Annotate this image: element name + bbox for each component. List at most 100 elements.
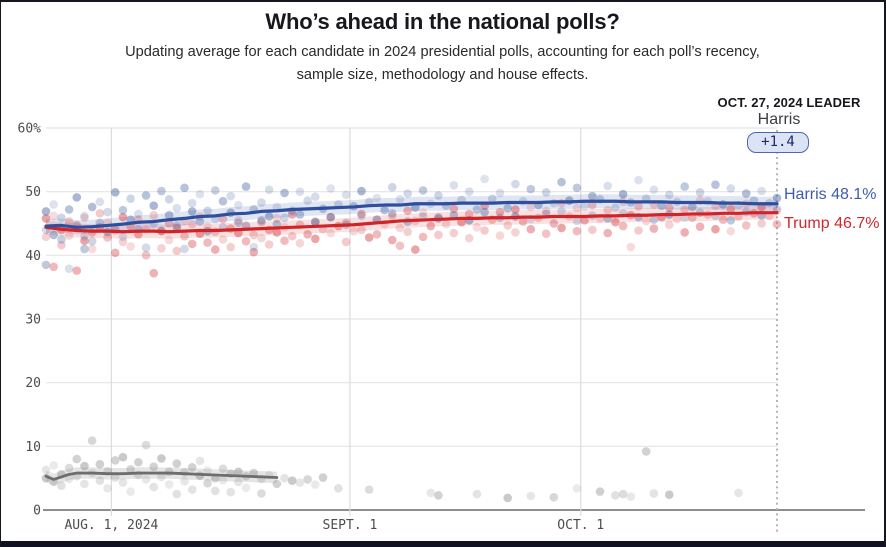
harris-poll-dot: [141, 243, 151, 252]
harris-poll-dot: [611, 203, 620, 212]
kennedy-poll-dot: [318, 473, 328, 482]
harris-poll-dot: [172, 221, 182, 230]
harris-poll-dot: [649, 185, 659, 195]
trump-poll-dot: [403, 227, 412, 237]
trump-poll-dot: [349, 226, 359, 236]
y-tick-label: 20: [25, 376, 41, 391]
kennedy-poll-dot: [218, 464, 228, 473]
trump-poll-dot: [426, 221, 436, 231]
trump-poll-dot: [680, 205, 689, 214]
kennedy-poll-dot: [572, 484, 582, 493]
kennedy-poll-dot: [149, 462, 159, 472]
trump-poll-dot: [357, 225, 366, 235]
trump-poll-dot: [611, 217, 620, 227]
trump-poll-dot: [141, 251, 151, 260]
harris-poll-dot: [226, 191, 235, 201]
harris-poll-dot: [311, 192, 320, 202]
trump-poll-dot: [480, 226, 489, 235]
trump-poll-dot: [641, 216, 651, 226]
trump-poll-dot: [618, 221, 628, 231]
trump-poll-dot: [672, 214, 682, 224]
y-tick-label: 10: [25, 440, 41, 455]
trump-poll-dot: [64, 231, 74, 240]
trump-poll-dot: [226, 242, 235, 252]
harris-poll-dot: [87, 237, 97, 246]
kennedy-poll-dot: [118, 452, 128, 462]
kennedy-poll-dot: [218, 475, 228, 485]
trump-poll-dot: [503, 221, 512, 230]
kennedy-poll-dot: [134, 457, 143, 467]
trump-poll-dot: [403, 206, 412, 216]
harris-poll-dot: [110, 188, 120, 197]
trump-poll-dot: [49, 211, 58, 221]
harris-poll-dot: [118, 232, 128, 242]
harris-poll-dot: [449, 181, 459, 190]
kennedy-poll-dot: [210, 486, 220, 496]
trump-poll-dot: [326, 228, 336, 238]
harris-poll-dot: [395, 195, 405, 204]
kennedy-poll-dot: [364, 485, 374, 494]
harris-poll-dot: [203, 206, 212, 216]
trump-poll-dot: [580, 216, 589, 225]
harris-poll-dot: [326, 212, 336, 222]
kennedy-poll-dot: [434, 491, 443, 500]
trump-poll-dot: [80, 236, 89, 245]
kennedy-poll-dot: [626, 492, 636, 501]
kennedy-poll-dot: [110, 473, 120, 482]
trump-end-label: Trump 46.7%: [784, 215, 880, 232]
trump-poll-dot: [257, 217, 266, 227]
trump-poll-dot: [472, 223, 482, 232]
harris-poll-dot: [387, 182, 397, 192]
page-title: Who’s ahead in the national polls?: [265, 9, 620, 34]
kennedy-poll-dot: [226, 487, 235, 497]
harris-poll-dot: [187, 207, 197, 216]
harris-poll-dot: [218, 196, 228, 206]
kennedy-poll-dot: [595, 487, 605, 496]
trump-poll-dot: [311, 217, 320, 226]
kennedy-poll-dot: [303, 475, 312, 484]
harris-poll-dot: [634, 175, 643, 185]
kennedy-poll-dot: [649, 489, 659, 498]
harris-poll-dot: [72, 193, 82, 202]
trump-poll-dot: [603, 205, 613, 215]
trump-poll-dot: [588, 225, 597, 235]
trump-poll-dot: [495, 231, 505, 240]
harris-poll-dot: [295, 187, 305, 196]
trump-poll-dot: [218, 214, 228, 224]
x-tick-label: SEPT. 1: [323, 518, 378, 533]
trump-poll-dot: [126, 242, 135, 251]
kennedy-poll-dot: [641, 447, 651, 456]
kennedy-poll-dot: [203, 466, 212, 475]
kennedy-poll-dot: [287, 476, 297, 486]
kennedy-poll-dot: [95, 476, 105, 486]
harris-poll-dot: [264, 185, 274, 195]
harris-poll-dot: [588, 191, 597, 201]
harris-poll-dot: [80, 211, 89, 221]
kennedy-poll-dot: [80, 479, 89, 489]
kennedy-poll-dot: [180, 477, 189, 486]
trump-poll-dot: [80, 213, 89, 223]
trump-poll-dot: [280, 236, 289, 245]
x-tick-label: OCT. 1: [557, 518, 604, 533]
trump-poll-dot: [249, 247, 259, 257]
kennedy-trend-line: [44, 471, 279, 481]
harris-poll-dot: [264, 212, 274, 221]
harris-poll-dot: [695, 188, 705, 197]
trump-poll-dot: [118, 212, 128, 222]
kennedy-poll-dot: [187, 485, 197, 494]
trump-poll-dot: [541, 229, 551, 238]
kennedy-poll-dot: [234, 477, 243, 487]
leader-date-caption: OCT. 27, 2024 LEADER: [717, 95, 861, 110]
kennedy-poll-dot: [95, 459, 105, 469]
trump-poll-dot: [149, 268, 159, 278]
kennedy-poll-dot: [272, 479, 282, 489]
harris-poll-dot: [711, 180, 720, 189]
trump-poll-dot: [772, 219, 782, 229]
harris-poll-dot: [726, 184, 736, 193]
trump-poll-dot: [418, 232, 428, 242]
harris-end-label: Harris 48.1%: [784, 186, 877, 203]
harris-poll-dot: [357, 211, 366, 221]
harris-poll-dot: [418, 186, 428, 195]
x-tick-label: AUG. 1, 2024: [64, 518, 158, 533]
